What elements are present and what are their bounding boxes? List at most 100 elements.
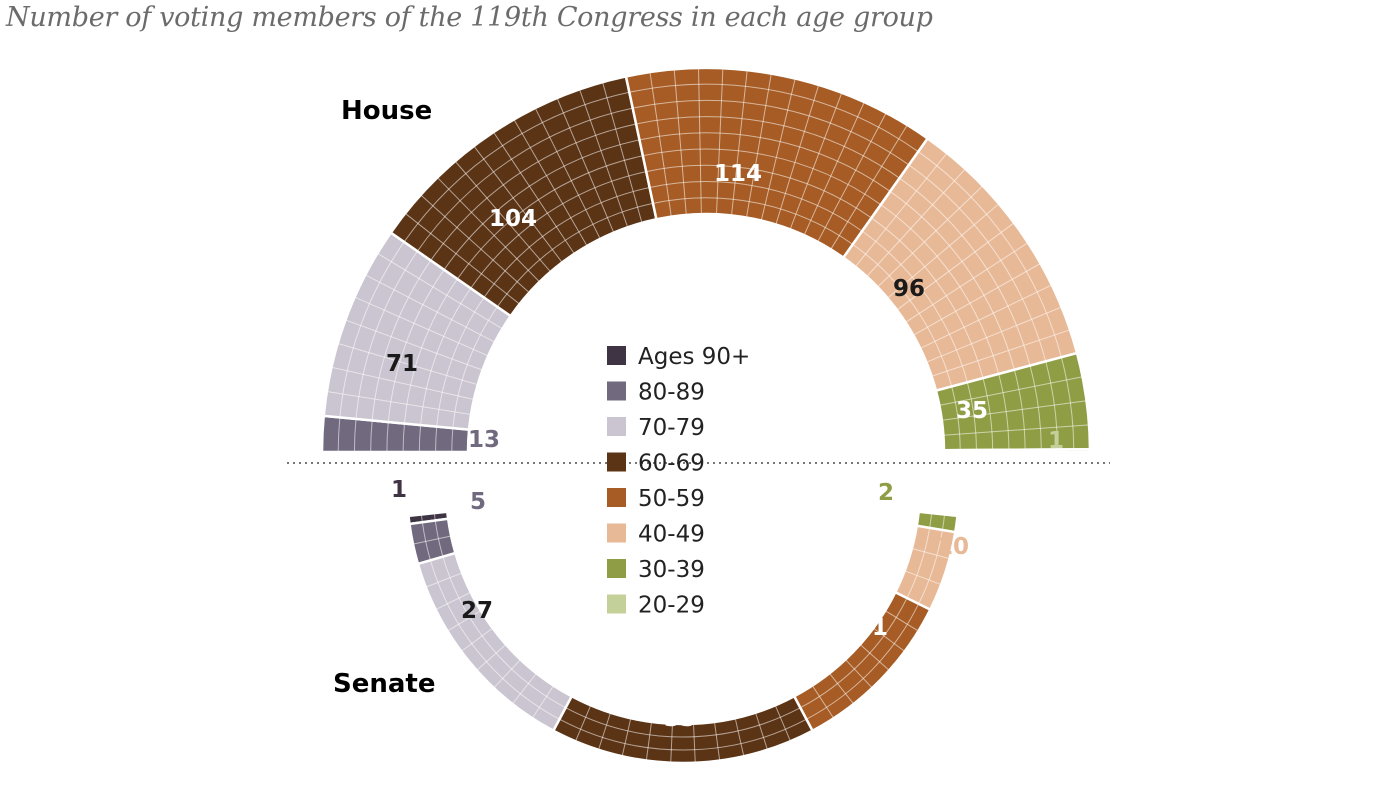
house-labels: 13 71 104 114 96 35 1	[386, 161, 1064, 454]
house-segment-g20	[942, 447, 1092, 454]
senate-label-g60: 33	[664, 706, 696, 732]
senate-grid-radial	[435, 591, 471, 611]
legend-label: 70-79	[638, 415, 705, 441]
senate-grid-radial	[713, 721, 721, 761]
house-grid-radial	[579, 89, 629, 228]
house-grid-radial	[931, 329, 1071, 377]
chart-title: Number of voting members of the 119th Co…	[6, 2, 933, 33]
house-grid-radial	[454, 160, 551, 273]
house-segments	[320, 66, 1092, 454]
senate-grid-radial	[460, 627, 493, 652]
house-grid-ring	[852, 243, 953, 387]
house-grid-radial	[377, 252, 503, 330]
senate-grid-radial	[621, 718, 632, 757]
senate-segment-g80	[408, 517, 457, 566]
house-grid-radial	[331, 366, 474, 400]
legend-swatch	[607, 488, 626, 507]
house-grid-radial	[365, 274, 496, 343]
house-grid-radial	[715, 68, 724, 215]
legend-label: 50-59	[638, 486, 705, 512]
legend-swatch	[607, 417, 626, 436]
house-grid-ring	[639, 132, 891, 192]
house-grid-radial	[760, 78, 796, 221]
house-segment-g40	[841, 136, 1079, 393]
senate-grid-ring	[429, 560, 560, 720]
legend: Ages 90+ 80-89 70-79 60-69 50-59 40-49 30-39 20…	[607, 344, 750, 619]
senate-grid-radial	[598, 712, 611, 750]
legend-swatch	[607, 594, 626, 614]
house-grid-radial	[337, 342, 478, 386]
legend-swatch	[607, 523, 626, 543]
house-grid-ring	[880, 204, 1000, 375]
house-grid-ring	[649, 181, 863, 232]
house-grid-radial	[926, 306, 1062, 363]
house-grid-radial	[326, 390, 472, 415]
house-grid-radial	[534, 107, 601, 240]
house-label-g40: 96	[893, 276, 925, 302]
senate-grid-radial	[859, 644, 890, 671]
house-label-g60: 104	[489, 206, 537, 232]
senate-grid-radial	[884, 610, 919, 632]
house-grid-radial	[437, 177, 540, 283]
legend-swatch	[607, 559, 626, 578]
legend-swatch	[607, 381, 626, 401]
senate-grid-ring	[559, 718, 807, 751]
house-grid-ring	[632, 99, 910, 166]
house-segment-fill	[942, 447, 1092, 454]
house-grid-ring	[917, 151, 1062, 358]
house-grid-radial	[817, 112, 887, 243]
legend-swatch	[607, 452, 626, 472]
house-grid-radial	[789, 92, 843, 230]
legend-label: 60-69	[638, 451, 705, 477]
house-grid-ring	[646, 164, 872, 219]
house-label-g20: 1	[1048, 428, 1064, 454]
legend-item-g30: 30-39	[607, 557, 705, 583]
senate-segment-g50	[792, 590, 932, 733]
house-grid-radial	[941, 400, 1087, 421]
house-grid-radial	[698, 68, 702, 215]
senate-segment-g30	[915, 510, 959, 534]
house-grid-radial	[404, 212, 520, 305]
house-grid-radial	[939, 376, 1083, 406]
house-title: House	[341, 96, 432, 126]
senate-grid-ring	[906, 527, 931, 599]
house-label-g70: 71	[386, 351, 418, 377]
house-grid-radial	[473, 145, 563, 263]
senate-grid-ring	[565, 707, 801, 738]
senate-segment-g70	[416, 551, 574, 733]
senate-grid-ring	[918, 529, 943, 605]
senate-grid-radial	[911, 548, 950, 560]
senate-label-g30: 2	[878, 480, 894, 506]
house-grid-ring	[636, 116, 900, 179]
house-grid-radial	[649, 72, 672, 217]
legend-item-g80: 80-89	[607, 380, 705, 406]
house-grid-radial	[905, 242, 1029, 323]
legend-swatch	[607, 346, 626, 365]
house-grid-radial	[830, 124, 908, 250]
legend-label: Ages 90+	[638, 344, 750, 370]
house-label-g80: 13	[468, 427, 500, 453]
legend-item-g90: Ages 90+	[607, 344, 750, 370]
senate-grid-radial	[904, 570, 942, 586]
senate-grid-radial	[447, 610, 482, 632]
senate-segment-fill	[915, 510, 959, 534]
house-grid-radial	[354, 296, 489, 357]
senate-grid-ring	[941, 514, 946, 531]
senate-grid-radial	[873, 627, 906, 652]
house-segment-g70	[322, 230, 513, 432]
house-grid-radial	[345, 319, 483, 371]
legend-item-g20: 20-29	[607, 593, 705, 619]
house-segment-g50	[624, 66, 930, 260]
senate-labels: 1 5 27 33 21 10 2	[391, 477, 969, 732]
house-grid-radial	[513, 119, 588, 247]
legend-item-g70: 70-79	[607, 415, 705, 441]
house-grid-radial	[745, 73, 772, 218]
legend-label: 80-89	[638, 380, 705, 406]
senate-grid-ring	[929, 513, 933, 528]
house-grid-radial	[803, 101, 865, 236]
senate-grid-radial	[425, 572, 463, 588]
house-label-g50: 114	[714, 161, 762, 187]
senate-label-g70: 27	[461, 598, 493, 624]
house-grid-ring	[652, 197, 854, 245]
